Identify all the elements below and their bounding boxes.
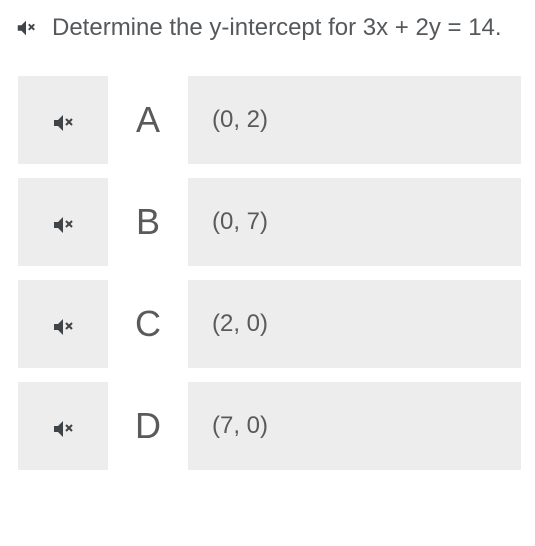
options-list: A (0, 2) B (0, 7) C <box>14 76 521 470</box>
speaker-muted-icon[interactable] <box>51 111 75 135</box>
option-text: (2, 0) <box>188 280 521 368</box>
option-letter: A <box>108 76 188 164</box>
question-row: Determine the y-intercept for 3x + 2y = … <box>14 10 521 46</box>
option-text: (7, 0) <box>188 382 521 470</box>
option-text: (0, 2) <box>188 76 521 164</box>
option-audio-cell <box>18 280 108 368</box>
option-audio-cell <box>18 76 108 164</box>
option-letter: D <box>108 382 188 470</box>
question-text: Determine the y-intercept for 3x + 2y = … <box>50 10 502 46</box>
speaker-muted-icon[interactable] <box>51 213 75 237</box>
option-c[interactable]: C (2, 0) <box>18 280 521 368</box>
option-d[interactable]: D (7, 0) <box>18 382 521 470</box>
option-audio-cell <box>18 178 108 266</box>
option-b[interactable]: B (0, 7) <box>18 178 521 266</box>
speaker-muted-icon[interactable] <box>51 315 75 339</box>
speaker-muted-icon[interactable] <box>14 16 38 40</box>
option-audio-cell <box>18 382 108 470</box>
speaker-muted-icon[interactable] <box>51 417 75 441</box>
option-text: (0, 7) <box>188 178 521 266</box>
option-letter: B <box>108 178 188 266</box>
option-a[interactable]: A (0, 2) <box>18 76 521 164</box>
option-letter: C <box>108 280 188 368</box>
